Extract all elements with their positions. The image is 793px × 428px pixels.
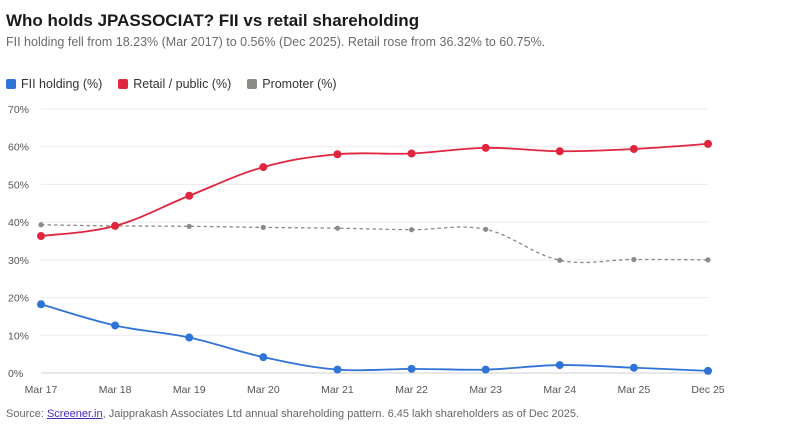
x-tick-label: Mar 22 [395, 384, 428, 396]
legend-label-promoter: Promoter (%) [262, 77, 337, 91]
point-promoter [631, 256, 637, 263]
y-tick-label: 30% [8, 255, 29, 267]
x-tick-label: Mar 23 [469, 384, 502, 396]
source-link[interactable]: Screener.in [46, 408, 103, 420]
point-retail [111, 221, 120, 230]
point-retail [481, 143, 490, 152]
x-tick-label: Mar 25 [618, 384, 651, 396]
legend-item-promoter: Promoter (%) [247, 77, 337, 91]
legend-label-retail: Retail / public (%) [133, 77, 232, 91]
point-fii [111, 321, 120, 330]
x-tick-label: Mar 24 [543, 384, 576, 396]
x-tick-label: Mar 18 [99, 384, 132, 396]
point-promoter [334, 225, 341, 231]
point-retail [333, 150, 342, 159]
point-retail [704, 139, 712, 148]
legend: FII holding (%) Retail / public (%) Prom… [6, 77, 337, 91]
x-tick-label: Mar 17 [25, 384, 58, 396]
legend-swatch-retail [118, 79, 129, 89]
point-fii [629, 363, 638, 372]
point-fii [185, 333, 194, 342]
chart-subtitle: FII holding fell from 18.23% (Mar 2017) … [6, 35, 546, 49]
point-fii [555, 361, 564, 370]
y-tick-label: 60% [8, 142, 29, 154]
source-prefix: Source: [6, 408, 47, 420]
x-tick-label: Dec 25 [691, 384, 724, 396]
legend-item-retail: Retail / public (%) [118, 77, 231, 91]
point-promoter [705, 257, 711, 263]
point-promoter [557, 257, 563, 263]
legend-item-fii: FII holding (%) [6, 77, 102, 91]
point-retail [37, 232, 45, 241]
y-tick-label: 20% [8, 293, 29, 305]
point-fii [407, 364, 416, 373]
y-tick-label: 10% [8, 330, 29, 342]
point-fii [481, 365, 490, 374]
point-retail [555, 147, 564, 156]
series-line-retail [40, 142, 709, 237]
point-fii [333, 365, 342, 374]
y-tick-label: 40% [8, 217, 29, 229]
legend-swatch-promoter [247, 79, 258, 89]
y-tick-label: 0% [8, 368, 23, 380]
point-fii [259, 353, 268, 362]
source-suffix: , Jaipprakash Associates Ltd annual shar… [102, 408, 579, 420]
point-retail [185, 191, 194, 200]
point-retail [259, 163, 268, 172]
point-promoter [483, 226, 489, 232]
x-tick-label: Mar 19 [173, 384, 206, 396]
point-fii [704, 366, 712, 375]
point-retail [629, 144, 638, 153]
point-promoter [260, 224, 266, 231]
legend-swatch-fii [6, 79, 16, 89]
series-line-promoter [40, 224, 709, 264]
point-retail [407, 149, 416, 158]
point-promoter [38, 222, 44, 228]
legend-label-fii: FII holding (%) [21, 77, 103, 91]
point-promoter [186, 223, 192, 229]
chart-title: Who holds JPASSOCIAT? FII vs retail shar… [6, 11, 420, 30]
point-fii [37, 300, 45, 309]
source-note: Source: Screener.in, Jaipprakash Associa… [6, 408, 579, 420]
y-tick-label: 50% [8, 179, 29, 191]
series-line-fii [40, 303, 709, 372]
x-tick-label: Mar 21 [321, 384, 354, 396]
y-tick-label: 70% [8, 104, 29, 116]
x-tick-label: Mar 20 [247, 384, 280, 396]
point-promoter [408, 227, 415, 233]
